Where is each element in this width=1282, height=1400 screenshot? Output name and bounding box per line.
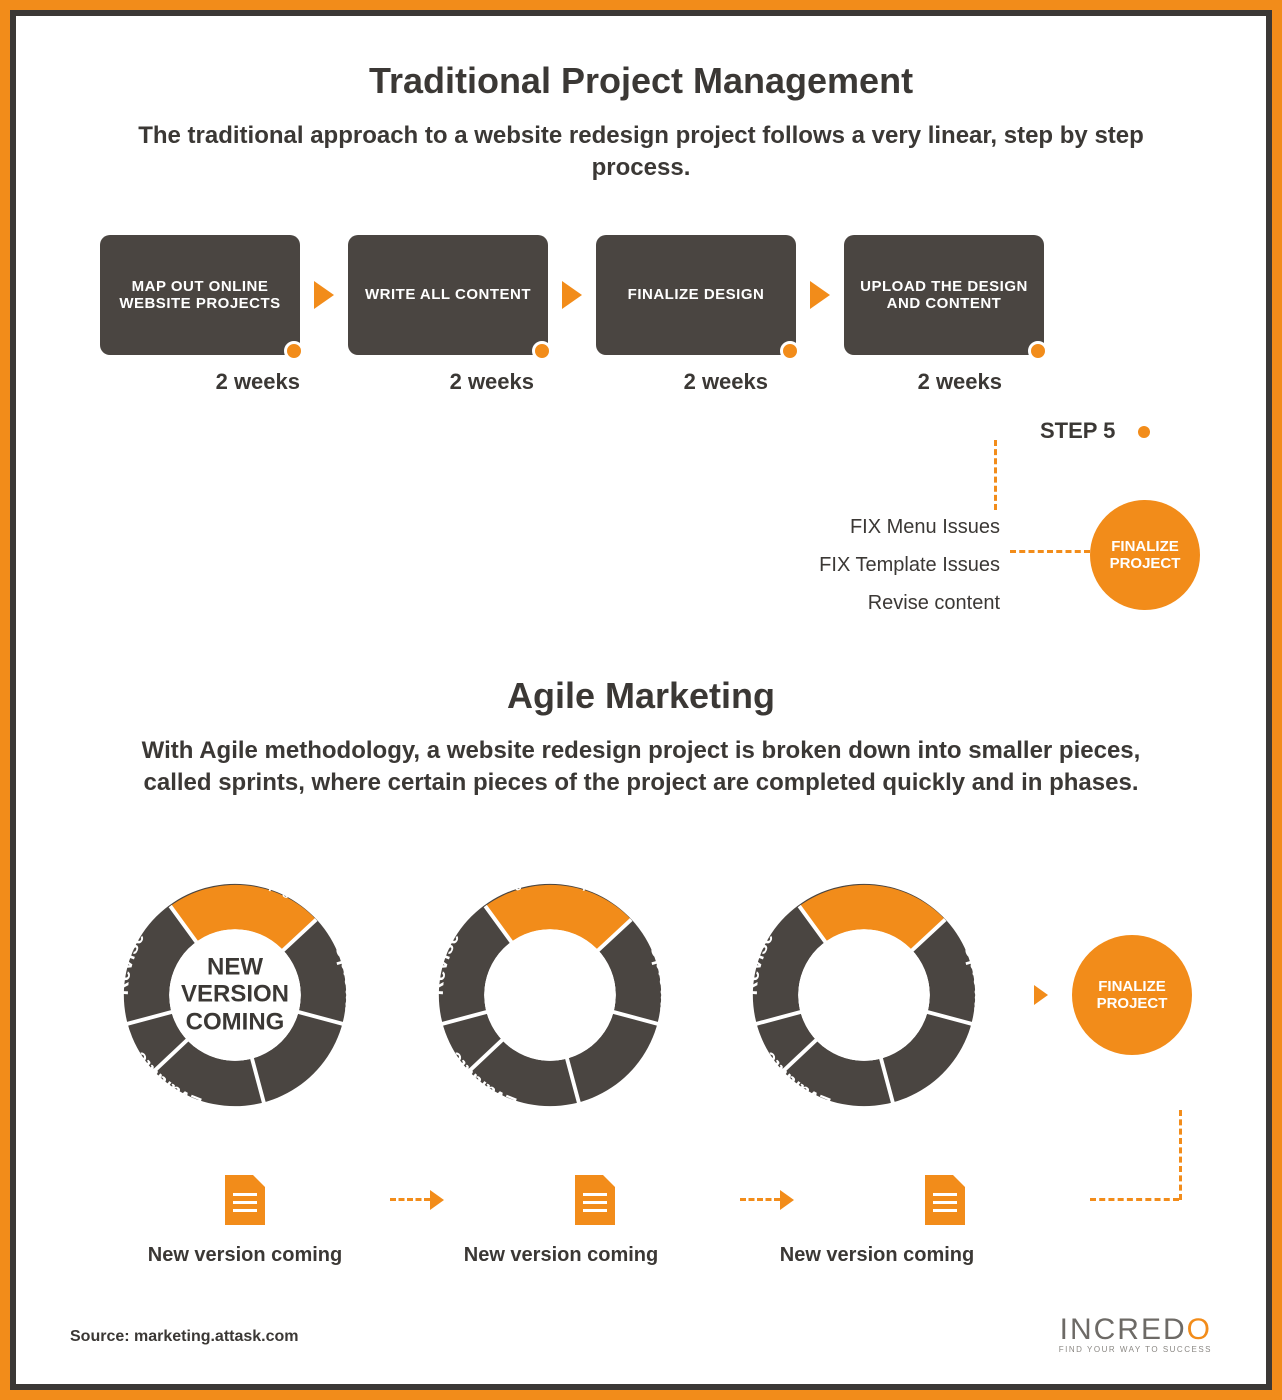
dashed-connector: [1090, 1198, 1179, 1201]
cycle-caption-1: New version coming: [100, 1244, 390, 1267]
step-box-2: WRITE ALL CONTENT: [348, 235, 548, 355]
duration-4: 2 weeks: [802, 369, 1002, 395]
logo-tagline: FIND YOUR WAY TO SUCCESS: [1059, 1345, 1212, 1354]
captions-row: New version coming New version coming Ne…: [100, 1244, 1182, 1267]
logo-text: INCREDO: [1059, 1313, 1212, 1347]
document-icon: [925, 1175, 965, 1225]
cycle-2: Design web template Upload Test Evaluate…: [405, 850, 695, 1140]
dashed-connector-horizontal: [1010, 550, 1090, 553]
dashed-connector: [740, 1198, 780, 1201]
cycle-center-text: NEW VERSION COMING: [160, 953, 310, 1036]
duration-1: 2 weeks: [100, 369, 300, 395]
duration-3: 2 weeks: [568, 369, 768, 395]
source-attribution: Source: marketing.attask.com: [70, 1328, 299, 1346]
dashed-connector-up: [1179, 1110, 1182, 1200]
arrow-right-icon: [780, 1190, 794, 1210]
arrow-right-icon: [562, 281, 582, 309]
arrow-right-icon: [810, 281, 830, 309]
cycle-caption-3: New version coming: [732, 1244, 1022, 1267]
doc-row: [100, 1170, 1182, 1230]
document-icon: [575, 1175, 615, 1225]
cycles-row: Design menu and Home page content Upload…: [90, 850, 1192, 1140]
agile-title: Agile Marketing: [70, 675, 1212, 717]
brand-logo: INCREDO FIND YOUR WAY TO SUCCESS: [1059, 1313, 1212, 1354]
arrow-right-icon: [314, 281, 334, 309]
cycle-1: Design menu and Home page content Upload…: [90, 850, 380, 1140]
fix-list: FIX Menu Issues FIX Template Issues Revi…: [750, 508, 1000, 622]
finalize-circle-agile: FINALIZE PROJECT: [1072, 935, 1192, 1055]
arrow-right-icon: [430, 1190, 444, 1210]
dashed-connector: [390, 1198, 430, 1201]
arrow-right-icon: [1034, 985, 1048, 1005]
traditional-title: Traditional Project Management: [70, 60, 1212, 102]
fix-item: FIX Template Issues: [750, 546, 1000, 584]
step-box-1: MAP OUT ONLINE WEBSITE PROJECTS: [100, 235, 300, 355]
cycle-caption-2: New version coming: [416, 1244, 706, 1267]
document-icon: [225, 1175, 265, 1225]
finalize-circle-traditional: FINALIZE PROJECT: [1090, 500, 1200, 610]
linear-steps-row: MAP OUT ONLINE WEBSITE PROJECTS WRITE AL…: [100, 235, 1212, 355]
step-box-4: UPLOAD THE DESIGN AND CONTENT: [844, 235, 1044, 355]
fix-item: FIX Menu Issues: [750, 508, 1000, 546]
agile-subtitle: With Agile methodology, a website redesi…: [111, 735, 1171, 800]
duration-2: 2 weeks: [334, 369, 534, 395]
step5-dot-icon: [1138, 426, 1150, 438]
fix-item: Revise content: [750, 584, 1000, 622]
durations-row: 2 weeks 2 weeks 2 weeks 2 weeks: [100, 369, 1212, 395]
traditional-subtitle: The traditional approach to a website re…: [111, 120, 1171, 185]
cycle-3: Write content Upload Test Evaluate Revis…: [719, 850, 1009, 1140]
step5-label: STEP 5: [1040, 418, 1115, 444]
step-box-3: FINALIZE DESIGN: [596, 235, 796, 355]
dashed-connector-vertical: [994, 440, 997, 510]
